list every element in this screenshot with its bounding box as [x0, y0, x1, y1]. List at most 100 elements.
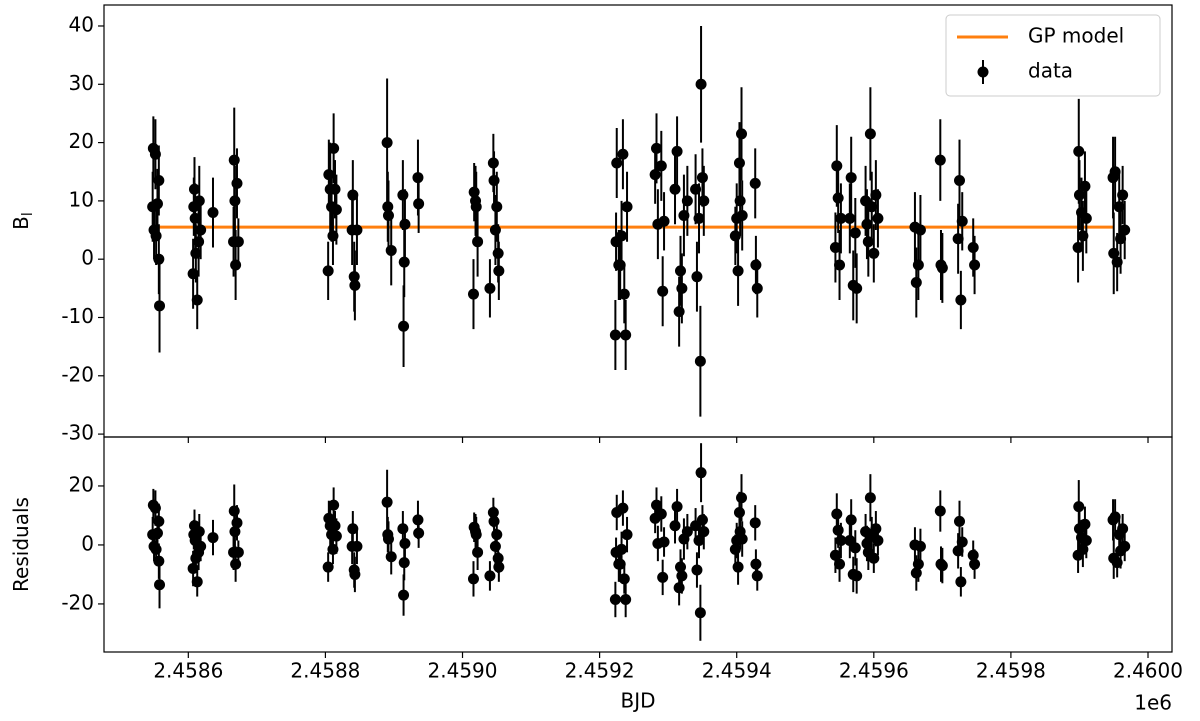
data-point: [322, 561, 334, 573]
panel: -30 -20 -10 0 10 20 30 40 Bl GP model data: [9, 4, 1173, 445]
data-point: [912, 259, 924, 271]
data-point: [658, 215, 670, 227]
data-point: [191, 294, 203, 306]
data-point: [153, 174, 165, 186]
data-point: [330, 204, 342, 216]
data-point: [956, 215, 968, 227]
x-offset-label: 1e6: [1134, 691, 1172, 715]
data-point: [489, 540, 501, 552]
data-point: [651, 499, 663, 511]
data-point: [969, 558, 981, 570]
data-point: [691, 564, 703, 576]
data-point: [488, 515, 500, 527]
data-point: [207, 207, 219, 219]
data-point: [736, 492, 748, 504]
data-point: [834, 558, 846, 570]
data-point: [397, 523, 409, 535]
data-point: [750, 558, 762, 570]
data-point: [832, 192, 844, 204]
data-point: [750, 259, 762, 271]
data-point: [1119, 224, 1131, 236]
data-point: [617, 148, 629, 160]
data-point: [1115, 233, 1127, 245]
data-point: [845, 172, 857, 184]
data-point: [844, 212, 856, 224]
data-point: [751, 570, 763, 582]
data-point: [230, 558, 242, 570]
data-point: [870, 523, 882, 535]
data-point: [914, 540, 926, 552]
data-point: [955, 576, 967, 588]
data-point: [829, 549, 841, 561]
data-point: [967, 549, 979, 561]
data-point: [868, 552, 880, 564]
x-axis-label: BJD: [620, 689, 655, 713]
data-point: [868, 247, 880, 259]
data-point: [151, 198, 163, 210]
data-point: [657, 285, 669, 297]
data-point: [734, 195, 746, 207]
data-point: [347, 189, 359, 201]
data-point: [831, 508, 843, 520]
data-point: [736, 533, 748, 545]
data-point: [696, 172, 708, 184]
data-point: [671, 501, 683, 513]
data-point: [861, 537, 873, 549]
data-point: [736, 209, 748, 221]
data-point: [671, 145, 683, 157]
data-point: [618, 288, 630, 300]
data-point: [655, 508, 667, 520]
x-tick-label: 2.4598: [976, 659, 1046, 683]
data-point: [193, 236, 205, 248]
data-point: [1109, 166, 1121, 178]
y-tick-label: 0: [81, 246, 94, 270]
data-point: [614, 558, 626, 570]
data-point: [385, 551, 397, 563]
data-point: [1080, 535, 1092, 547]
data-point: [675, 561, 687, 573]
data-point: [397, 189, 409, 201]
data-point: [832, 524, 844, 536]
legend-label: data: [1028, 59, 1073, 83]
data-point: [153, 515, 165, 527]
y-tick-label: 20: [69, 472, 94, 496]
data-point: [328, 499, 340, 511]
data-point: [399, 218, 411, 230]
data-point: [1117, 189, 1129, 201]
x-tick-label: 2.4586: [153, 659, 223, 683]
data-point: [349, 568, 361, 580]
data-point: [616, 230, 628, 242]
data-point: [231, 517, 243, 529]
data-point: [230, 259, 242, 271]
y-tick-label: -30: [61, 421, 94, 445]
data-point: [399, 537, 411, 549]
data-point: [912, 558, 924, 570]
data-point: [835, 535, 847, 547]
data-point: [620, 329, 632, 341]
y-axis-label-main: B: [9, 216, 33, 230]
data-point: [328, 142, 340, 154]
data-point: [695, 467, 707, 479]
data-point: [193, 526, 205, 538]
data-point: [1073, 501, 1085, 513]
data-point: [936, 560, 948, 572]
data-point: [382, 209, 394, 221]
data-point: [617, 502, 629, 514]
data-point: [385, 244, 397, 256]
data-point: [655, 160, 667, 172]
legend-box: [945, 14, 1161, 97]
data-point: [381, 496, 393, 508]
legend-label: GP model: [1028, 24, 1124, 48]
data-point: [493, 265, 505, 277]
x-tick-label: 2.4592: [565, 659, 635, 683]
data-point: [1080, 212, 1092, 224]
data-point: [749, 517, 761, 529]
data-point: [732, 561, 744, 573]
data-point: [649, 169, 661, 181]
data-point: [151, 527, 163, 539]
data-point: [621, 201, 633, 213]
data-point: [618, 573, 630, 585]
data-point: [751, 282, 763, 294]
y-axis-label: Bl: [9, 212, 37, 230]
data-point: [955, 294, 967, 306]
